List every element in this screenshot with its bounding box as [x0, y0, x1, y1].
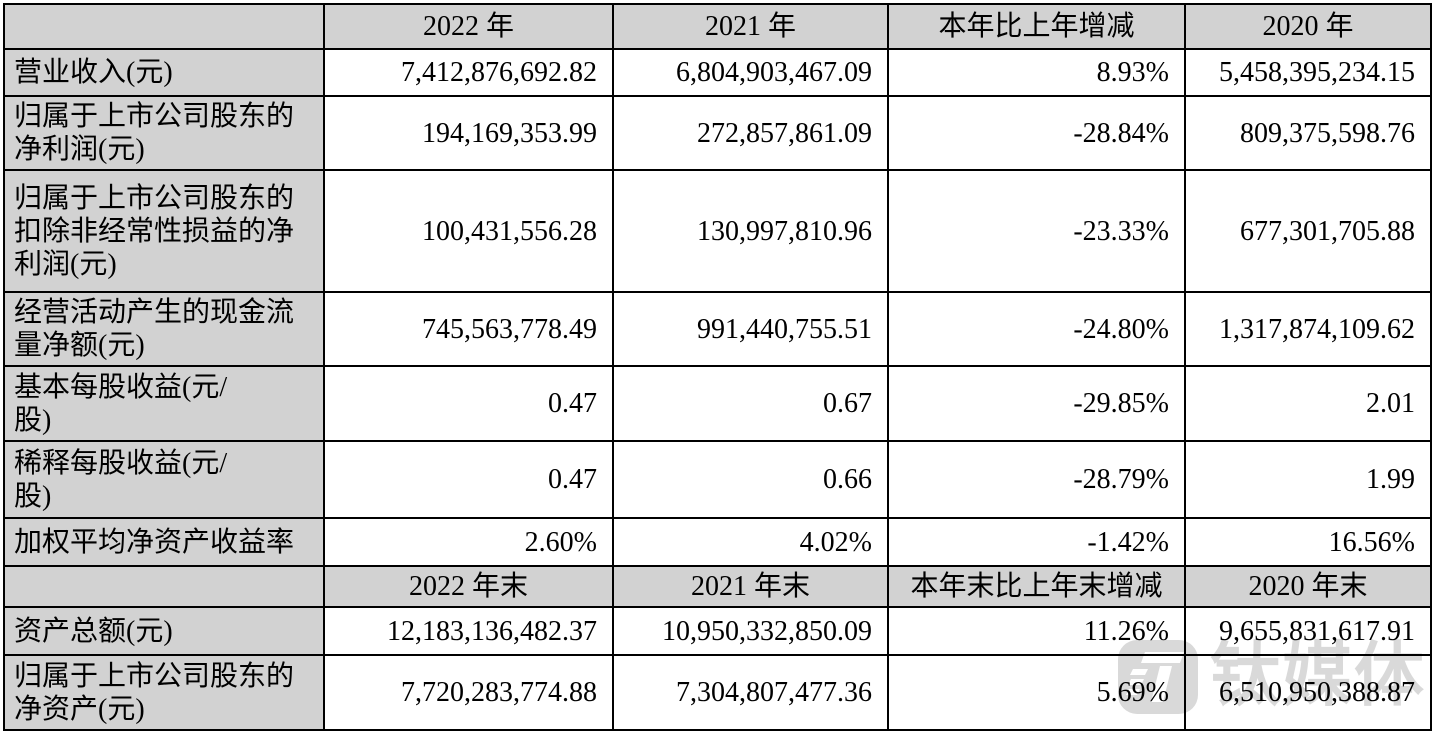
corner-cell — [3, 3, 325, 50]
table-row-net-profit-excl-nonrecurring: 归属于上市公司股东的 扣除非经常性损益的净 利润(元) 100,431,556.… — [3, 169, 1432, 293]
cell-value: 0.47 — [323, 365, 614, 442]
table-row-operating-cash-flow: 经营活动产生的现金流 量净额(元) 745,563,778.49 991,440… — [3, 291, 1432, 367]
cell-value: 1.99 — [1184, 440, 1432, 519]
financial-summary-table: 2022 年 2021 年 本年比上年增减 2020 年 营业收入(元) 7,4… — [3, 3, 1432, 731]
column-header-year-end-change: 本年末比上年末增减 — [887, 565, 1186, 608]
row-label: 基本每股收益(元/ 股) — [3, 365, 325, 442]
row-label: 归属于上市公司股东的 扣除非经常性损益的净 利润(元) — [3, 169, 325, 293]
column-header-2020: 2020 年 — [1184, 3, 1432, 50]
column-header-2022: 2022 年 — [323, 3, 614, 50]
cell-value: 16.56% — [1184, 517, 1432, 567]
cell-value: 5,458,395,234.15 — [1184, 48, 1432, 97]
cell-value: 2.60% — [323, 517, 614, 567]
column-header-2020-end: 2020 年末 — [1184, 565, 1432, 608]
cell-value: 6,804,903,467.09 — [612, 48, 889, 97]
cell-value: 6,510,950,388.87 — [1184, 654, 1432, 731]
row-label: 加权平均净资产收益率 — [3, 517, 325, 567]
table-row-diluted-eps: 稀释每股收益(元/ 股) 0.47 0.66 -28.79% 1.99 — [3, 440, 1432, 519]
table-row-basic-eps: 基本每股收益(元/ 股) 0.47 0.67 -29.85% 2.01 — [3, 365, 1432, 442]
cell-value: 100,431,556.28 — [323, 169, 614, 293]
row-label: 营业收入(元) — [3, 48, 325, 97]
cell-value: 7,412,876,692.82 — [323, 48, 614, 97]
table-row-net-assets: 归属于上市公司股东的 净资产(元) 7,720,283,774.88 7,304… — [3, 654, 1432, 731]
table-header-row-year-end: 2022 年末 2021 年末 本年末比上年末增减 2020 年末 — [3, 565, 1432, 608]
table-row-total-assets: 资产总额(元) 12,183,136,482.37 10,950,332,850… — [3, 606, 1432, 656]
cell-value: 7,720,283,774.88 — [323, 654, 614, 731]
cell-value: 8.93% — [887, 48, 1186, 97]
cell-value: 12,183,136,482.37 — [323, 606, 614, 656]
table-row-weighted-avg-roe: 加权平均净资产收益率 2.60% 4.02% -1.42% 16.56% — [3, 517, 1432, 567]
cell-value: 4.02% — [612, 517, 889, 567]
cell-value: -28.79% — [887, 440, 1186, 519]
cell-value: -24.80% — [887, 291, 1186, 367]
column-header-2022-end: 2022 年末 — [323, 565, 614, 608]
cell-value: 7,304,807,477.36 — [612, 654, 889, 731]
cell-value: -1.42% — [887, 517, 1186, 567]
column-header-2021: 2021 年 — [612, 3, 889, 50]
cell-value: 0.66 — [612, 440, 889, 519]
row-label: 归属于上市公司股东的 净利润(元) — [3, 95, 325, 171]
row-label: 稀释每股收益(元/ 股) — [3, 440, 325, 519]
cell-value: 0.47 — [323, 440, 614, 519]
table-header-row-annual: 2022 年 2021 年 本年比上年增减 2020 年 — [3, 3, 1432, 50]
cell-value: -28.84% — [887, 95, 1186, 171]
cell-value: 745,563,778.49 — [323, 291, 614, 367]
cell-value: -29.85% — [887, 365, 1186, 442]
table-row-net-profit: 归属于上市公司股东的 净利润(元) 194,169,353.99 272,857… — [3, 95, 1432, 171]
cell-value: 272,857,861.09 — [612, 95, 889, 171]
cell-value: 991,440,755.51 — [612, 291, 889, 367]
cell-value: 2.01 — [1184, 365, 1432, 442]
corner-cell — [3, 565, 325, 608]
cell-value: 0.67 — [612, 365, 889, 442]
column-header-yoy-change: 本年比上年增减 — [887, 3, 1186, 50]
cell-value: -23.33% — [887, 169, 1186, 293]
cell-value: 130,997,810.96 — [612, 169, 889, 293]
cell-value: 10,950,332,850.09 — [612, 606, 889, 656]
cell-value: 5.69% — [887, 654, 1186, 731]
row-label: 经营活动产生的现金流 量净额(元) — [3, 291, 325, 367]
table-row-revenue: 营业收入(元) 7,412,876,692.82 6,804,903,467.0… — [3, 48, 1432, 97]
cell-value: 809,375,598.76 — [1184, 95, 1432, 171]
cell-value: 677,301,705.88 — [1184, 169, 1432, 293]
cell-value: 11.26% — [887, 606, 1186, 656]
cell-value: 194,169,353.99 — [323, 95, 614, 171]
row-label: 资产总额(元) — [3, 606, 325, 656]
row-label: 归属于上市公司股东的 净资产(元) — [3, 654, 325, 731]
column-header-2021-end: 2021 年末 — [612, 565, 889, 608]
cell-value: 1,317,874,109.62 — [1184, 291, 1432, 367]
cell-value: 9,655,831,617.91 — [1184, 606, 1432, 656]
